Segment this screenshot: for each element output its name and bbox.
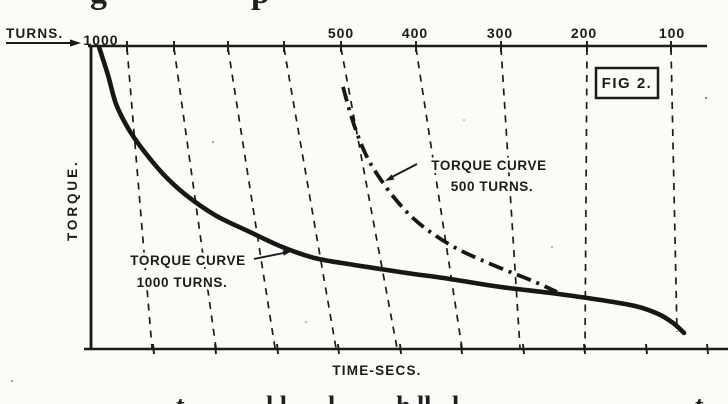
text-fragment: h ll [396, 391, 431, 404]
time-tick [214, 343, 217, 355]
cropped-caption-fragments: t l l l h ll l t [176, 391, 704, 404]
label-torque-curve-1000: TORQUE CURVE 1000 TURNS. [127, 250, 292, 293]
turns-gridlines [126, 47, 678, 349]
leader-arrowhead-icon [282, 250, 292, 256]
fig-number-label: FIG 2. [602, 75, 653, 92]
turns-label-1000: 1000 [83, 32, 118, 48]
axes [84, 41, 728, 355]
turns-label-500: 500 [328, 25, 354, 41]
turns-label-300: 300 [487, 25, 513, 41]
svg-text:500 TURNS.: 500 TURNS. [451, 179, 534, 194]
time-tick [337, 343, 340, 355]
text-fragment: p [251, 0, 270, 11]
time-tick [583, 343, 586, 355]
top-axis-ticks [126, 41, 672, 52]
fig-number-box: FIG 2. [594, 66, 660, 100]
time-tick [522, 343, 525, 355]
svg-text:TORQUE CURVE: TORQUE CURVE [431, 158, 546, 173]
gridline-100-turns [670, 47, 678, 333]
torque-curve-500-line [341, 86, 558, 294]
x-axis-ticks [152, 343, 709, 355]
time-tick [399, 343, 402, 355]
gridline-800-turns [173, 47, 217, 349]
gridline-700-turns [227, 47, 276, 349]
top-axis-title: TURNS. [6, 26, 63, 41]
text-fragment: l l [266, 391, 287, 404]
gridline-200-turns [584, 47, 588, 349]
gridline-900-turns [126, 47, 153, 349]
time-tick [706, 343, 709, 355]
time-tick [645, 343, 648, 355]
svg-text:TORQUE CURVE: TORQUE CURVE [130, 253, 245, 268]
text-fragment: g [90, 0, 107, 11]
gridline-500-turns [340, 47, 398, 349]
gridline-600-turns [283, 47, 337, 349]
scan-speckles [11, 96, 708, 382]
time-tick [460, 343, 463, 355]
turns-label-100: 100 [659, 25, 685, 41]
time-tick [276, 343, 279, 355]
torque-curve-1000-line [96, 44, 687, 336]
turns-label-400: 400 [402, 25, 428, 41]
cropped-heading-fragments: gp [90, 0, 270, 11]
gridline-300-turns [500, 47, 521, 349]
leader-arrowhead-icon [385, 174, 395, 181]
turns-label-200: 200 [571, 25, 597, 41]
gridline-400-turns [415, 47, 463, 349]
label-torque-curve-500: TORQUE CURVE 500 TURNS. [385, 155, 549, 197]
text-fragment: l [452, 391, 459, 404]
text-fragment: t [695, 391, 704, 404]
time-tick [152, 343, 155, 355]
x-axis-title: TIME-SECS. [332, 363, 421, 378]
text-fragment: t [176, 391, 185, 404]
turns-direction-arrow-icon [6, 39, 81, 47]
y-axis-title: TORQUE. [65, 161, 80, 241]
svg-text:1000 TURNS.: 1000 TURNS. [137, 275, 228, 290]
text-fragment: l [328, 391, 335, 404]
